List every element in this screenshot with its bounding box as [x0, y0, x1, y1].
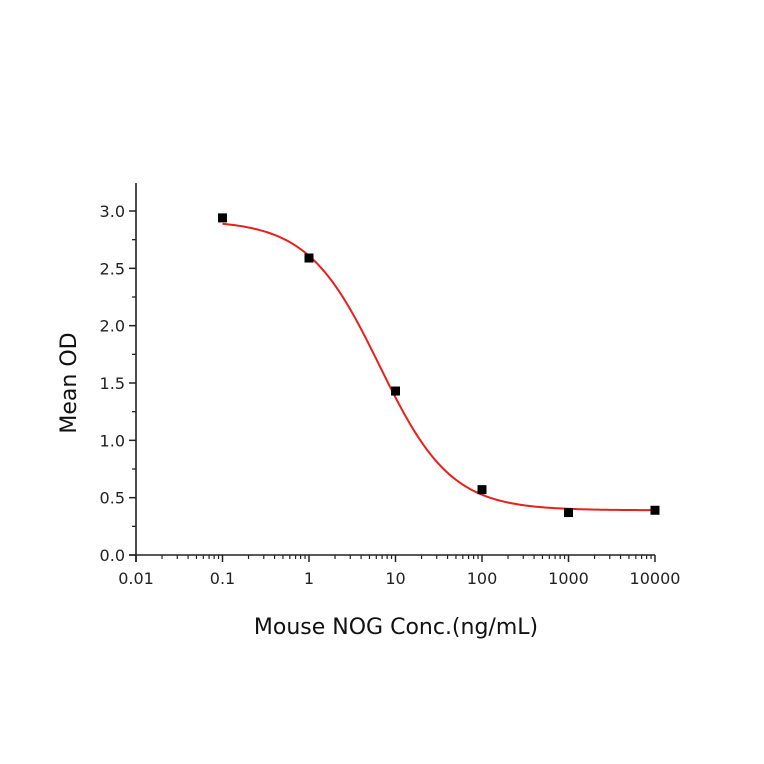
- fit-curve: [222, 222, 656, 512]
- data-point-marker: [477, 485, 487, 495]
- x-tick-label: 100: [467, 569, 498, 588]
- data-point-marker: [564, 508, 573, 518]
- y-tick-label: 0.5: [100, 489, 125, 508]
- x-tick-label: 10: [385, 569, 405, 588]
- y-tick-label: 3.0: [100, 202, 125, 221]
- x-tick-label: 10000: [630, 569, 681, 588]
- x-axis-title: Mouse NOG Conc.(ng/mL): [254, 615, 538, 640]
- y-tick-label: 1.0: [100, 431, 125, 450]
- data-point-marker: [650, 505, 660, 515]
- y-tick-label: 1.5: [100, 374, 125, 393]
- data-points: [218, 213, 660, 518]
- y-axis-ticks: 0.0 0.5 1.0 1.5 2.0 2.5 3.0: [100, 202, 136, 565]
- data-point-marker: [391, 386, 400, 396]
- y-tick-label: 0.0: [100, 546, 125, 565]
- x-axis-ticks: 0.01 0.1 1 10 100 1000 10000: [118, 555, 680, 588]
- data-point-marker: [304, 253, 314, 263]
- x-tick-label: 0.01: [118, 569, 154, 588]
- y-axis-title: Mean OD: [57, 332, 82, 433]
- y-tick-label: 2.5: [100, 259, 125, 278]
- x-tick-label: 1000: [548, 569, 589, 588]
- x-tick-label: 0.1: [210, 569, 235, 588]
- y-tick-label: 2.0: [100, 317, 125, 336]
- axes: 0.0 0.5 1.0 1.5 2.0 2.5 3.0 0.01 0.1 1 10 100 1000 1…: [100, 183, 680, 588]
- x-tick-label: 1: [304, 569, 314, 588]
- data-point-marker: [218, 213, 227, 223]
